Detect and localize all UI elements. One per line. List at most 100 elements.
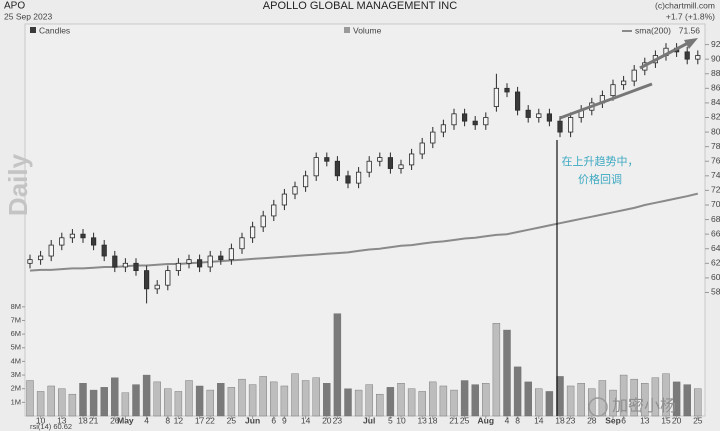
volume-bar [132, 384, 140, 417]
y-tick-label: 62 [711, 258, 720, 268]
candle-body [292, 186, 298, 195]
x-tick-label: 8 [165, 415, 170, 425]
candle-body [69, 233, 75, 239]
candle-body [48, 244, 54, 257]
candle-body [440, 124, 447, 133]
footer: rsi(14) 60.62 [30, 422, 72, 431]
candle-body [493, 87, 500, 107]
y-tick-label: 74 [711, 170, 720, 180]
ticker: APO [4, 1, 25, 12]
candle-body [345, 175, 351, 184]
volume-bar [524, 381, 532, 417]
plot-frame [24, 23, 706, 417]
candle-body [101, 244, 107, 257]
candle-body [313, 157, 319, 177]
volume-bar [566, 385, 575, 417]
candle-body [133, 262, 139, 272]
x-tick-label: Jun [245, 415, 260, 425]
volume-bar [89, 389, 98, 417]
candle-body [684, 51, 690, 60]
volume-bar [280, 385, 289, 417]
volume-bar [376, 393, 384, 417]
volume-bar [323, 383, 331, 417]
volume-bar [630, 378, 638, 417]
plot: 5860626466687072747678808284868890921M2M… [11, 39, 720, 425]
candle-body [112, 255, 118, 268]
y-tick-label: 84 [711, 97, 720, 107]
x-tick-label: 13 [417, 415, 427, 425]
x-tick-label: 17 [195, 415, 205, 425]
y-tick-label: 76 [711, 155, 720, 165]
candle-body [515, 91, 521, 111]
volume-bar [26, 380, 34, 417]
candle-body [451, 113, 457, 126]
candle-body [260, 215, 266, 228]
candle-body [302, 175, 309, 188]
legend-sma-value: 71.56 [679, 25, 701, 35]
chart-title: APOLLO GLOBAL MANAGEMENT INC [263, 0, 457, 12]
volume-tick-label: 8M [11, 302, 21, 311]
annotation: 在上升趋势中， [562, 155, 639, 168]
x-tick-label: Jul [363, 415, 375, 425]
y-tick-label: 60 [711, 272, 720, 282]
trend-arrow [559, 82, 653, 120]
y-tick-label: 88 [711, 68, 720, 78]
watermark-logo [588, 397, 608, 417]
candle-body [59, 237, 65, 246]
candle-body [504, 87, 510, 93]
x-tick-label: 20 [322, 415, 332, 425]
candle-body [536, 113, 542, 118]
x-tick-label: 18 [555, 415, 565, 425]
volume-bar [79, 383, 87, 417]
candle-body [175, 262, 181, 272]
volume-bar [217, 383, 225, 417]
x-tick-label: 4 [144, 415, 149, 425]
candle-body [398, 164, 404, 169]
volume-bar [68, 393, 77, 417]
volume-bar [588, 388, 596, 417]
candle-body [621, 80, 627, 86]
y-tick-label: 58 [711, 287, 720, 297]
candle-body [408, 153, 415, 166]
x-tick-label: 14 [534, 415, 544, 425]
volume-bar [450, 389, 458, 417]
volume-bar [429, 381, 437, 417]
candle-body [631, 69, 637, 82]
volume-bar [100, 387, 108, 417]
x-tick-label: 18 [78, 415, 88, 425]
volume-bar [195, 385, 204, 417]
volume-bar [694, 388, 702, 417]
volume-bar [407, 388, 416, 417]
candle-body [249, 226, 256, 239]
candle-body [324, 157, 330, 162]
candle-body [122, 262, 128, 268]
volume-bar [492, 323, 501, 417]
candle-body [610, 84, 616, 97]
annotation: 价格回调 [578, 172, 622, 186]
source: (c)chartmill.com [655, 0, 715, 10]
y-tick-label: 72 [711, 185, 720, 195]
volume-bar [344, 388, 352, 417]
volume-tick-label: 6M [11, 329, 21, 338]
volume-bar [397, 383, 405, 417]
volume-bar [312, 377, 320, 417]
legend-icon [344, 27, 350, 33]
x-tick-label: 25 [460, 415, 470, 425]
volume-tick-label: 5M [11, 343, 21, 352]
volume-bar [386, 387, 395, 417]
candle-body [143, 270, 150, 290]
candle-body [525, 109, 531, 118]
candle-body [387, 157, 394, 169]
volume-bar [121, 392, 130, 417]
candle-body [461, 113, 468, 122]
volume-bar [36, 391, 45, 417]
volume-tick-label: 2M [11, 384, 21, 393]
volume-bar [259, 376, 267, 417]
legend-sma: sma(200) [635, 25, 671, 35]
volume-bar [439, 385, 448, 417]
volume-bar [111, 377, 119, 417]
candle-body [472, 120, 478, 126]
volume-bar [365, 384, 373, 417]
candle-body [568, 117, 574, 133]
x-tick-label: 5 [388, 415, 393, 425]
